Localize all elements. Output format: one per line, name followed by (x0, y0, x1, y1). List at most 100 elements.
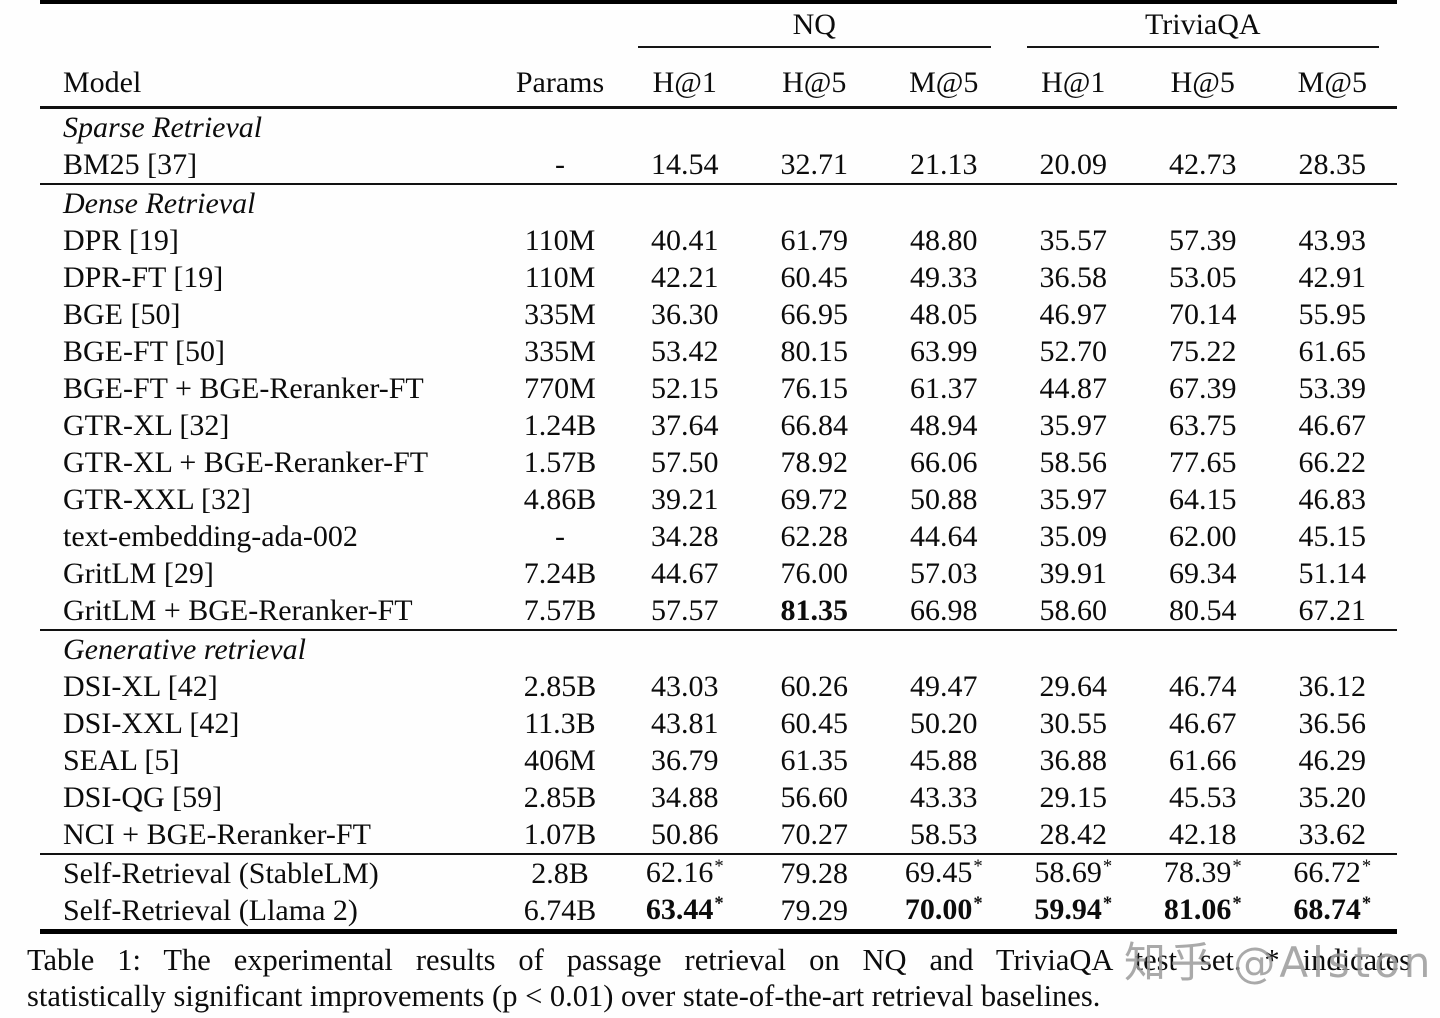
params-cell: 335M (524, 297, 596, 331)
metric-value: 53.05 (1169, 260, 1237, 294)
metric-cell: 61.65 (1268, 333, 1398, 370)
metric-value: 69.72 (780, 482, 849, 516)
model-cell: DPR [19] (63, 223, 179, 257)
metric-value: 48.80 (910, 223, 978, 257)
params-cell: 770M (524, 371, 596, 405)
significance-star: * (1102, 856, 1113, 878)
metric-cell: 46.74 (1138, 668, 1268, 705)
metric-value: 40.41 (651, 223, 719, 257)
metric-value: 36.30 (651, 297, 719, 331)
params-cell: 2.85B (523, 669, 597, 703)
metric-cell: 36.56 (1268, 705, 1398, 742)
metric-cell: 36.88 (1009, 742, 1139, 779)
metric-value: 42.91 (1298, 260, 1367, 294)
metric-cell: 46.67 (1138, 705, 1268, 742)
metric-value: 52.70 (1039, 334, 1108, 368)
metric-value: 35.20 (1298, 780, 1367, 814)
metric-cell: 62.00 (1138, 518, 1268, 555)
metric-cell: 80.54 (1138, 592, 1268, 630)
metric-cell: 49.47 (879, 668, 1009, 705)
metric-cell: 66.72* (1267, 853, 1398, 892)
model-cell: BM25 [37] (63, 147, 198, 181)
metric-cell: 53.05 (1138, 259, 1268, 296)
metric-cell: 58.56 (1009, 444, 1139, 481)
model-cell: DSI-XL [42] (63, 669, 218, 703)
group-header-triviaqa: TriviaQA (1009, 2, 1398, 48)
model-cell: NCI + BGE-Reranker-FT (63, 817, 371, 851)
metric-value: 35.97 (1039, 408, 1108, 442)
metric-value: 79.29 (780, 893, 849, 927)
params-cell: 4.86B (523, 482, 597, 516)
metric-value: 46.83 (1298, 482, 1367, 516)
metric-value: 36.58 (1039, 260, 1108, 294)
metric-value: 75.22 (1169, 334, 1237, 368)
group-header-blank (40, 2, 620, 48)
metric-cell: 81.06* (1138, 892, 1268, 932)
metric-cell: 32.71 (750, 146, 880, 184)
metric-cell: 79.29 (750, 892, 880, 932)
metric-value: 48.05 (910, 297, 978, 331)
metric-cell: 78.39* (1138, 853, 1268, 892)
metric-cell: 35.09 (1009, 518, 1139, 555)
significance-star: * (1361, 856, 1372, 878)
metric-value: 64.15 (1169, 482, 1237, 516)
metric-cell: 42.18 (1138, 816, 1268, 854)
params-cell: 11.3B (524, 706, 596, 740)
metric-value: 28.35 (1298, 147, 1367, 181)
table-row: GTR-XL + BGE-Reranker-FT 1.57B 57.50 78.92 6… (40, 444, 1397, 481)
table-row: Self-Retrieval (Llama 2) 6.74B 63.44* 79.29… (40, 892, 1397, 932)
metric-cell: 61.37 (879, 370, 1009, 407)
metric-value: 43.93 (1298, 223, 1367, 257)
model-cell: DSI-XXL [42] (63, 706, 240, 740)
params-cell: 2.8B (500, 853, 620, 892)
metric-cell: 35.97 (1009, 481, 1139, 518)
metric-cell: 55.95 (1268, 296, 1398, 333)
metric-value: 45.53 (1169, 780, 1237, 814)
metric-value: 67.39 (1169, 371, 1237, 405)
metric-value: 42.21 (651, 260, 719, 294)
metric-value: 43.33 (910, 780, 978, 814)
table-row: text-embedding-ada-002 - 34.28 62.28 44.64 35… (40, 518, 1397, 555)
metric-value: 78.92 (780, 445, 849, 479)
column-header-row: Model Params H@1 H@5 M@5 H@1 H@5 M@5 (40, 48, 1398, 109)
model-cell: BGE-FT [50] (63, 334, 225, 368)
metric-cell: 44.67 (620, 555, 750, 592)
metric-cell: 43.81 (620, 705, 750, 742)
metric-value: 58.60 (1039, 593, 1108, 627)
metric-value: 61.66 (1169, 743, 1237, 777)
metric-cell: 50.86 (620, 816, 750, 854)
metric-cell: 46.83 (1268, 481, 1398, 518)
metric-value: 78.39 (1163, 856, 1232, 890)
table-caption: Table 1: The experimental results of pas… (27, 942, 1411, 1014)
section-row: Dense Retrieval (40, 183, 1398, 222)
metric-cell: 36.30 (620, 296, 750, 333)
caption-line-1: Table 1: The experimental results of pas… (27, 943, 1411, 977)
metric-value: 62.28 (780, 519, 849, 553)
metric-value: 62.00 (1169, 519, 1237, 553)
metric-cell: 57.03 (879, 555, 1009, 592)
section-label: Generative retrieval (40, 629, 1398, 668)
metric-cell: 49.33 (879, 259, 1009, 296)
metric-value: 57.57 (651, 593, 719, 627)
metric-cell: 75.22 (1138, 333, 1268, 370)
metric-value: 21.13 (910, 147, 978, 181)
metric-value: 61.65 (1298, 334, 1367, 368)
metric-cell: 64.15 (1138, 481, 1268, 518)
metric-value: 53.39 (1298, 371, 1367, 405)
metric-cell: 57.57 (620, 592, 750, 630)
significance-star: * (714, 856, 724, 878)
metric-cell: 48.05 (879, 296, 1009, 333)
metric-cell: 48.94 (879, 407, 1009, 444)
metric-cell: 20.09 (1009, 146, 1139, 184)
metric-cell: 66.06 (879, 444, 1009, 481)
metric-value: 28.42 (1039, 817, 1108, 851)
metric-cell: 69.72 (750, 481, 880, 518)
model-cell: SEAL [5] (63, 743, 180, 777)
column-header-tqa-h1: H@1 (1008, 48, 1139, 109)
metric-value: 42.18 (1169, 817, 1237, 851)
metric-value: 66.98 (910, 593, 978, 627)
metric-value: 61.35 (780, 743, 849, 777)
metric-cell: 34.88 (620, 779, 750, 816)
significance-star: * (973, 893, 983, 915)
column-header-tqa-h5: H@5 (1138, 48, 1268, 109)
